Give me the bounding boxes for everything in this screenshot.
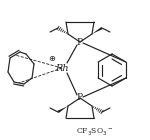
- Text: CF$_3$SO$_3$$^-$: CF$_3$SO$_3$$^-$: [76, 126, 114, 137]
- Text: P: P: [77, 94, 83, 102]
- Text: Rh: Rh: [55, 64, 69, 73]
- Text: ⊕: ⊕: [48, 53, 56, 62]
- Text: P: P: [77, 38, 83, 46]
- Polygon shape: [92, 27, 103, 34]
- Polygon shape: [57, 106, 68, 113]
